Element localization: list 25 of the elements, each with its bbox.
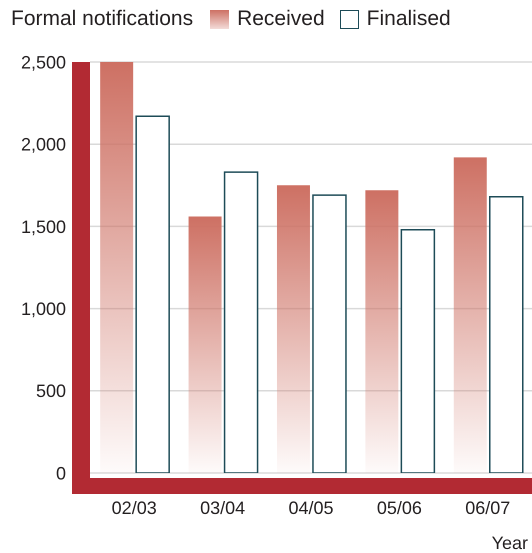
y-tick-label: 2,500 bbox=[20, 52, 66, 72]
bar bbox=[188, 216, 222, 473]
x-axis-title: Year bbox=[492, 533, 528, 553]
bar bbox=[489, 196, 524, 473]
legend-label: Finalised bbox=[366, 6, 451, 32]
y-tick-label: 1,000 bbox=[20, 298, 66, 319]
bar bbox=[400, 228, 436, 473]
legend-label: Received bbox=[237, 6, 325, 32]
y-tick-label: 2,000 bbox=[20, 134, 66, 155]
bar bbox=[365, 190, 398, 473]
bar bbox=[100, 62, 134, 473]
y-tick-label: 1,500 bbox=[20, 216, 66, 237]
bar bbox=[135, 116, 170, 473]
x-tick-label: 05/06 bbox=[376, 498, 422, 518]
x-tick-label: 06/07 bbox=[465, 498, 510, 518]
y-tick-label: 0 bbox=[56, 463, 66, 484]
x-tick-label: 03/04 bbox=[200, 498, 246, 518]
bar bbox=[312, 194, 347, 473]
chart-title: Formal notifications bbox=[11, 7, 194, 30]
y-tick-label: 500 bbox=[36, 381, 66, 402]
bar bbox=[276, 185, 310, 473]
x-tick-label: 04/05 bbox=[288, 498, 334, 518]
bar bbox=[454, 157, 487, 473]
x-tick-label: 02/03 bbox=[112, 498, 157, 518]
bar bbox=[224, 171, 258, 473]
